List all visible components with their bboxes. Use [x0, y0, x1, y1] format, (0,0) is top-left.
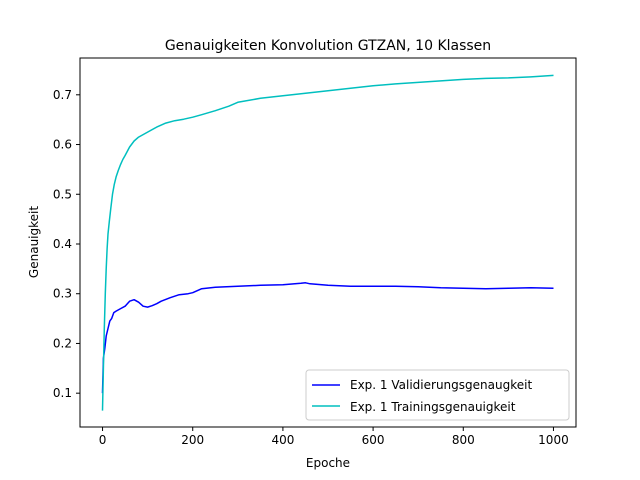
x-tick-label: 800: [452, 433, 475, 447]
legend-box: [305, 369, 570, 421]
x-tick-label: 0: [99, 433, 107, 447]
y-tick-label: 0.6: [53, 138, 72, 152]
x-axis-ticks: 0 200 400 600 800 1000: [99, 427, 569, 447]
plot-area-frame: [79, 57, 577, 428]
chart-title: Genauigkeiten Konvolution GTZAN, 10 Klas…: [165, 38, 491, 54]
y-tick-label: 0.1: [53, 386, 72, 400]
x-tick-label: 400: [271, 433, 294, 447]
y-tick-label: 0.7: [53, 88, 72, 102]
y-tick-label: 0.2: [53, 336, 72, 350]
series-line-1: [101, 74, 554, 411]
legend: Exp. 1 Validierungsgenaugkeit Exp. 1 Tra…: [305, 369, 570, 421]
x-axis-label: Epoche: [306, 456, 350, 470]
y-tick-label: 0.5: [53, 187, 72, 201]
legend-label-training: Exp. 1 Trainingsgenauigkeit: [350, 400, 516, 414]
x-tick-label: 1000: [538, 433, 569, 447]
y-tick-label: 0.3: [53, 287, 72, 301]
series-line-0: [101, 282, 554, 394]
y-axis-label: Genauigkeit: [27, 206, 41, 278]
legend-label-validation: Exp. 1 Validierungsgenaugkeit: [350, 378, 532, 392]
x-tick-label: 600: [362, 433, 385, 447]
series-layer: [101, 74, 554, 411]
y-axis-ticks: 0.1 0.2 0.3 0.4 0.5 0.6 0.7: [53, 88, 80, 400]
x-tick-label: 200: [181, 433, 204, 447]
y-tick-label: 0.4: [53, 237, 72, 251]
